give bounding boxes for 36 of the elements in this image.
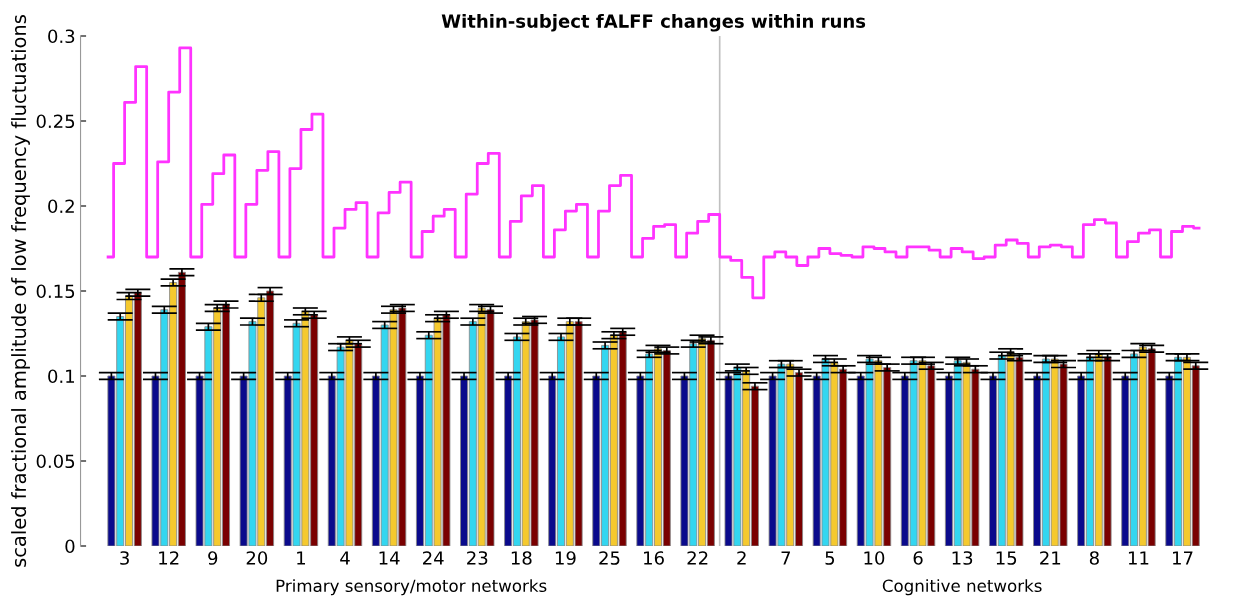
x-tick-label: 6 — [913, 551, 923, 565]
x-tick-label: 18 — [511, 551, 532, 565]
x-tick-label: 2 — [737, 551, 746, 565]
x-tick-label: 8 — [1089, 551, 1099, 565]
x-tick-label: 11 — [1128, 551, 1149, 565]
y-tick-label: 0.2 — [48, 199, 74, 214]
x-tick-label: 13 — [952, 551, 973, 565]
y-tick-label: 0.05 — [36, 454, 75, 469]
x-tick-label: 15 — [996, 551, 1017, 565]
x-tick-label: 16 — [644, 551, 664, 565]
x-tick-label: 4 — [340, 551, 350, 565]
x-tick-label: 7 — [781, 551, 791, 565]
y-tick-label: 0.15 — [36, 284, 75, 299]
x-tick-label: 19 — [555, 551, 576, 565]
x-tick-label: 14 — [379, 551, 400, 565]
x-tick-label: 10 — [864, 551, 885, 565]
x-tick-label: 17 — [1173, 551, 1193, 565]
x-tick-label: 20 — [246, 551, 268, 565]
x-tick-label: 22 — [687, 551, 708, 565]
x-tick-label: 3 — [120, 551, 129, 565]
x-tick-label: 21 — [1040, 551, 1061, 565]
y-tick-label: 0.3 — [48, 29, 75, 44]
chart-title: Within-subject fALFF changes within runs — [441, 13, 866, 32]
y-tick-label: 0.1 — [48, 369, 75, 384]
x-tick-label: 5 — [825, 551, 835, 565]
x-tick-label: 12 — [159, 551, 179, 565]
x-tick-label: 1 — [297, 551, 306, 565]
y-axis-title: scaled fractional amplitude of low frequency fluctuations — [11, 15, 30, 567]
text: Primary sensory/motor networks — [276, 579, 547, 596]
y-tick-label: 0 — [65, 539, 75, 554]
x-tick-label: 24 — [423, 551, 444, 565]
y-tick-label: 0.25 — [36, 114, 75, 129]
x-tick-label: 9 — [208, 551, 218, 565]
x-tick-label: 25 — [599, 551, 620, 565]
text: Cognitive networks — [882, 579, 1042, 596]
x-tick-label: 23 — [467, 551, 488, 565]
